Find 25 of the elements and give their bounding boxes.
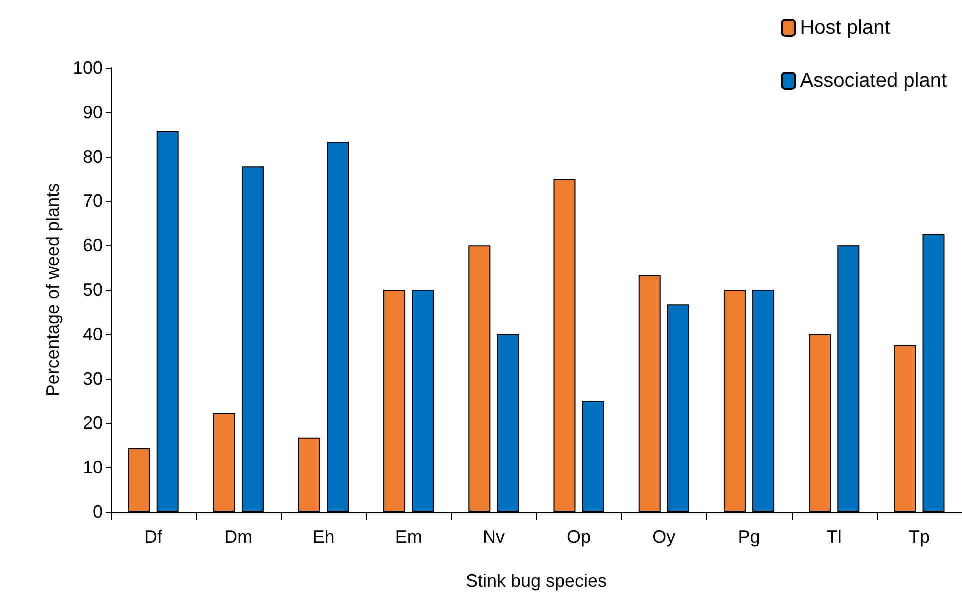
y-tick-label: 70	[82, 191, 103, 212]
legend-label: Host plant	[800, 17, 891, 39]
y-tick-label: 30	[82, 368, 103, 389]
y-tick-label: 60	[82, 236, 103, 256]
y-tick-label: 80	[82, 146, 103, 167]
x-tick-label: Pg	[738, 527, 760, 547]
x-tick-label: Tp	[908, 527, 930, 547]
y-tick-label: 10	[82, 458, 103, 478]
x-tick-label: Oy	[652, 527, 676, 547]
x-tick-label: Eh	[312, 527, 335, 547]
x-tick-label: Dm	[224, 527, 253, 547]
x-tick-label: Nv	[482, 527, 505, 547]
x-tick-label: Op	[567, 527, 592, 547]
x-tick-label: Em	[395, 527, 422, 547]
x-axis-title: Stink bug species	[466, 571, 608, 591]
y-tick-label: 90	[82, 102, 103, 122]
x-tick-label: Df	[144, 527, 164, 547]
x-tick-label: Tl	[826, 527, 842, 547]
y-tick-label: 20	[82, 413, 103, 434]
legend-label: Associated plant	[800, 70, 948, 92]
y-tick-label: 0	[92, 502, 103, 522]
y-axis-title: Percentage of weed plants	[43, 183, 64, 397]
y-tick-label: 100	[72, 58, 103, 78]
y-tick-label: 40	[82, 324, 103, 344]
y-tick-label: 50	[82, 280, 103, 300]
